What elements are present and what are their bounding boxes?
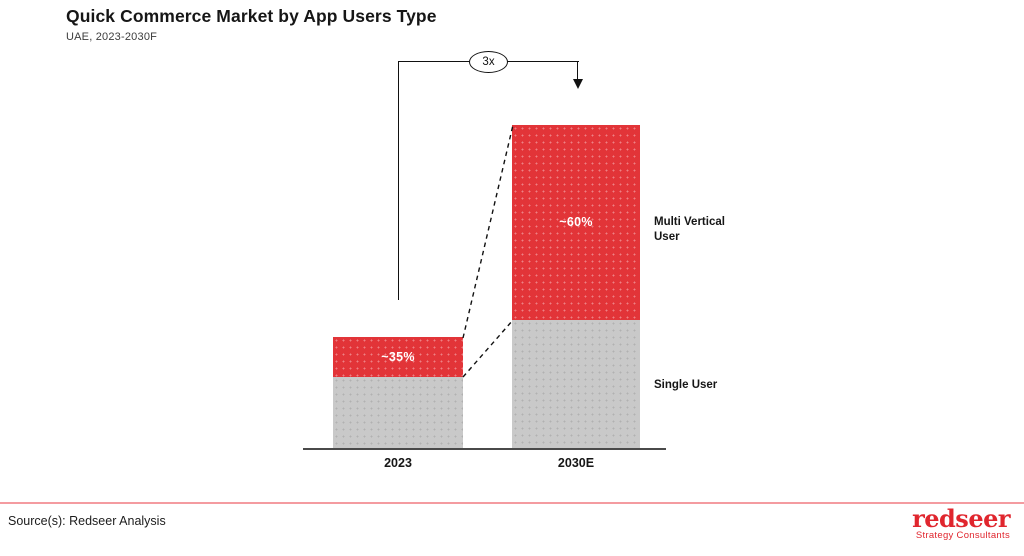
page-subtitle: UAE, 2023-2030F — [66, 31, 158, 43]
bar-2023-single-user-segment — [333, 377, 463, 449]
redseer-logo-wordmark: redseer — [912, 504, 1010, 533]
series-label-multi-vertical-user: Multi Vertical User — [654, 216, 725, 243]
x-axis-label-2023: 2023 — [384, 456, 412, 470]
growth-multiplier-label: 3x — [482, 56, 495, 68]
connector-bottom-dashed-line — [462, 319, 514, 378]
x-axis-baseline — [303, 448, 666, 450]
x-axis-label-2030e: 2030E — [557, 456, 595, 470]
redseer-logo: redseer Strategy Consultants — [912, 504, 1010, 542]
bar-2030e-multi-vertical-segment: ~60% — [512, 125, 640, 320]
growth-bracket-right-line — [577, 61, 578, 80]
source-attribution: Source(s): Redseer Analysis — [8, 514, 166, 528]
redseer-logo-tagline: Strategy Consultants — [915, 530, 1010, 541]
bar-2023-multi-vertical-segment: ~35% — [333, 337, 463, 377]
bar-2023-multi-vertical-value-label: ~35% — [381, 350, 415, 364]
bar-2030e-single-user-segment — [512, 320, 640, 449]
growth-bracket-left-line — [398, 61, 399, 300]
footer-divider-line — [0, 502, 1024, 504]
down-arrow-icon — [572, 79, 583, 89]
series-label-single-user: Single User — [654, 379, 718, 391]
page-title: Quick Commerce Market by App Users Type — [66, 6, 437, 26]
bar-2030e-multi-vertical-value-label: ~60% — [559, 215, 593, 229]
growth-multiplier-badge: 3x — [469, 51, 508, 73]
connector-top-dashed-line — [462, 124, 514, 339]
